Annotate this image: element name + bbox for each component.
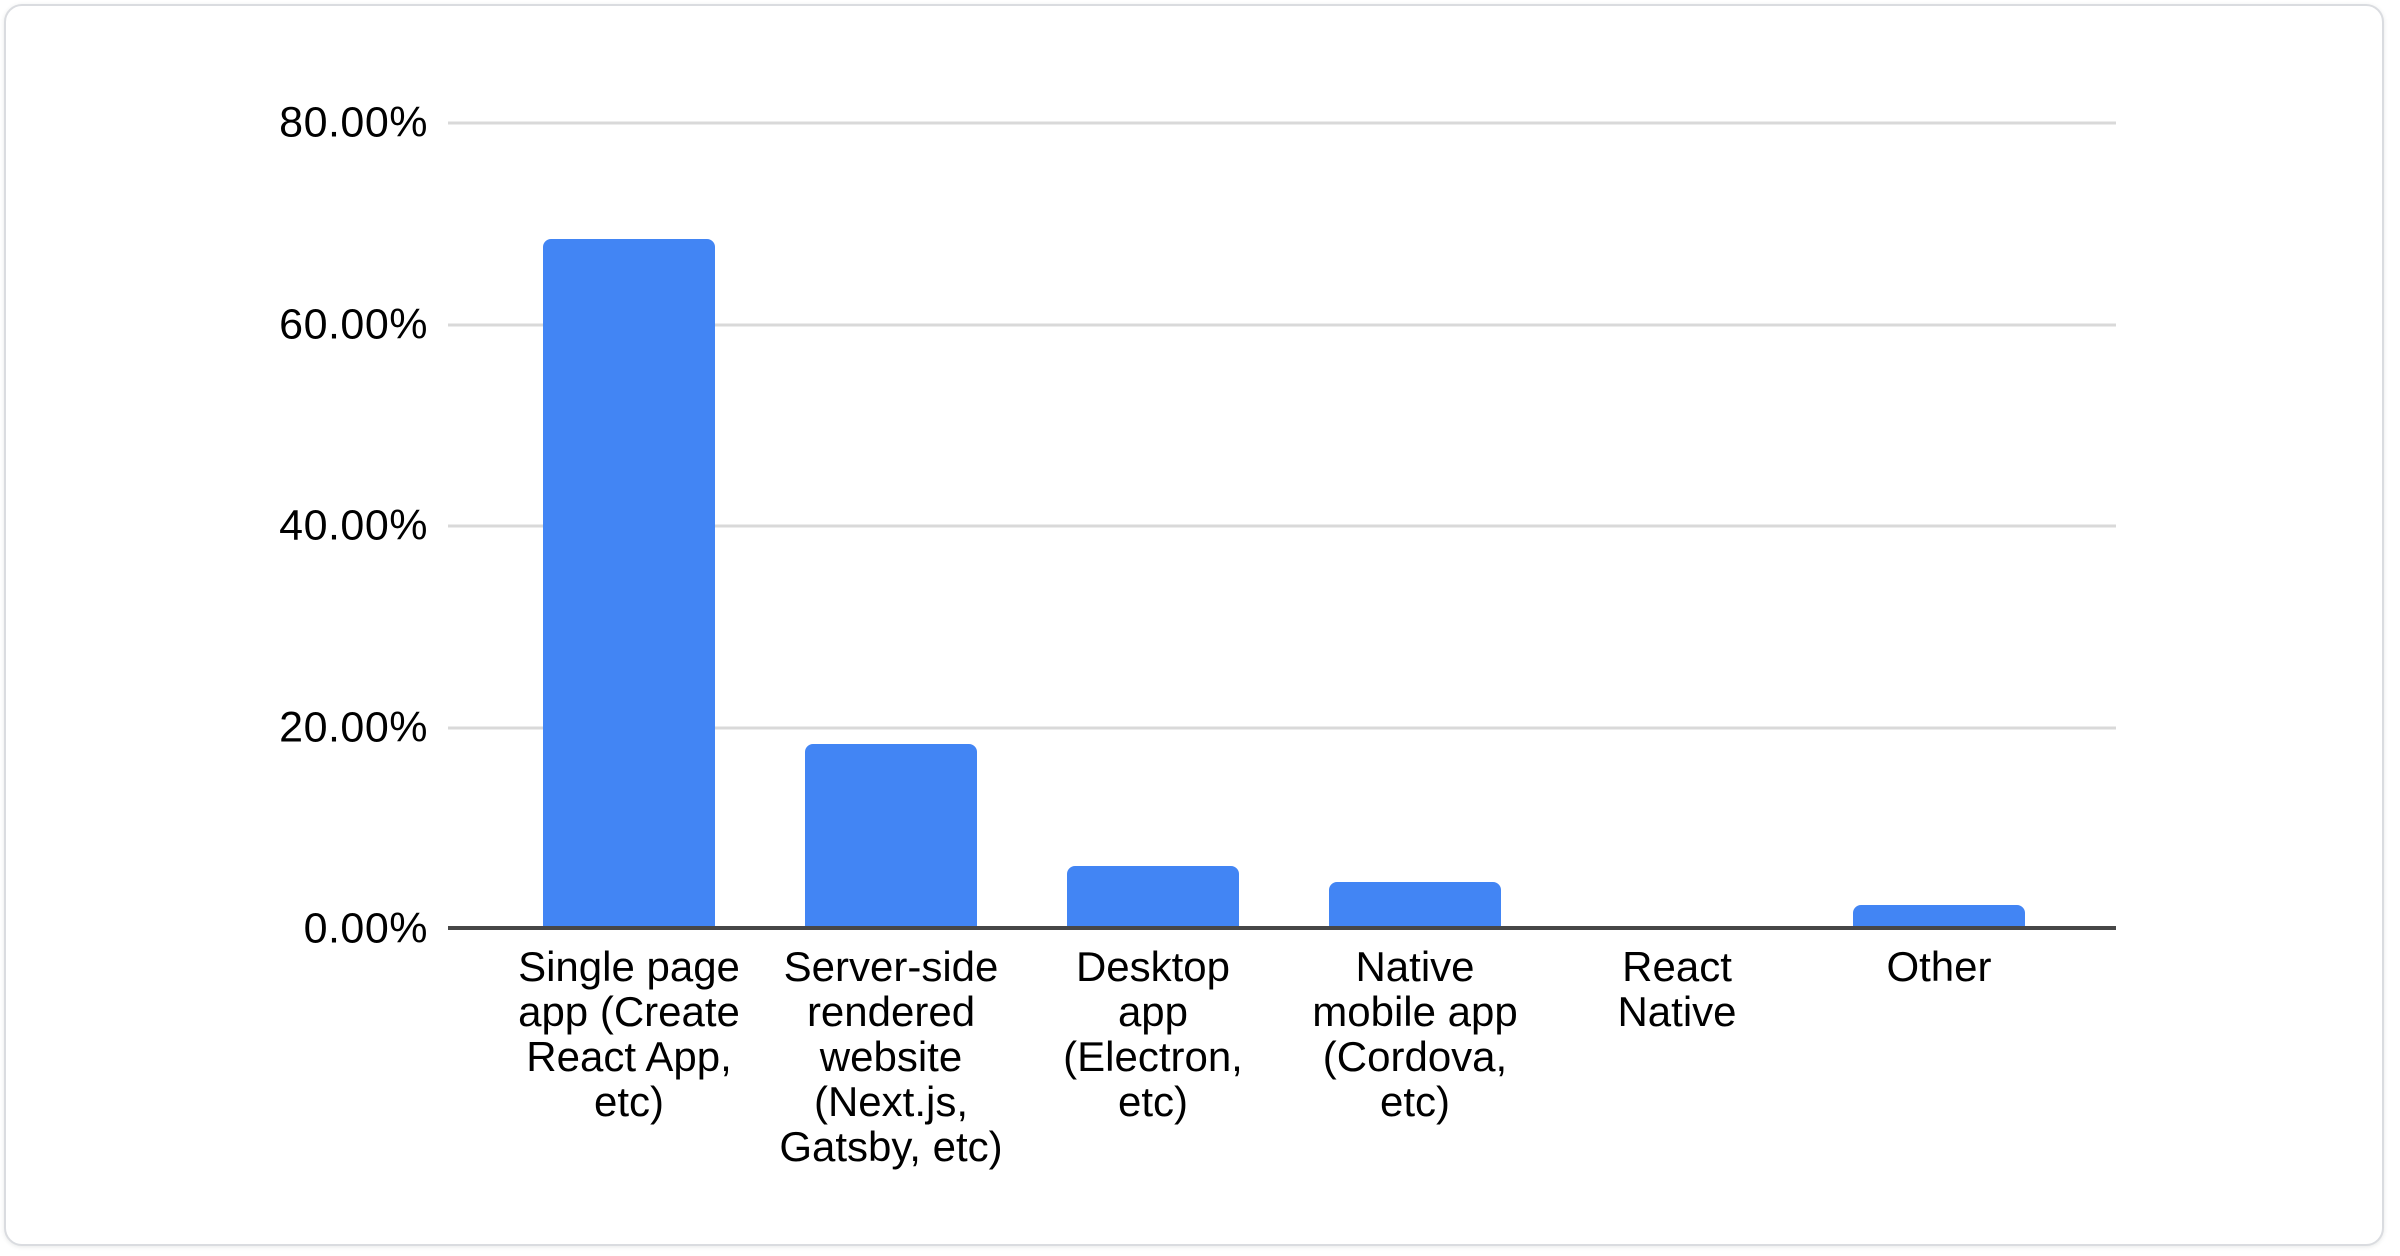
bar-5 bbox=[1853, 905, 2025, 929]
bar-2 bbox=[1067, 866, 1239, 929]
y-tick-label: 80.00% bbox=[279, 98, 428, 147]
gridline-20 bbox=[448, 726, 2116, 729]
gridline-40 bbox=[448, 524, 2116, 528]
bar-0 bbox=[543, 239, 715, 929]
y-tick-label: 40.00% bbox=[279, 501, 428, 550]
x-axis-label-3: Native mobile app (Cordova, etc) bbox=[1312, 943, 1518, 1125]
chart-card: 0.00% 20.00% 40.00% 60.00% 80.00% Single pag… bbox=[4, 4, 2384, 1246]
y-tick-label: 0.00% bbox=[303, 904, 428, 953]
x-axis-label-4: React Native bbox=[1617, 943, 1737, 1035]
x-axis-label-0: Single page app (Create React App, etc) bbox=[518, 943, 740, 1125]
bar-3 bbox=[1329, 882, 1501, 929]
bar-chart-plot-area bbox=[448, 121, 2116, 930]
bar-1 bbox=[805, 744, 977, 929]
y-tick-label: 60.00% bbox=[279, 300, 428, 348]
x-axis-baseline bbox=[448, 926, 2116, 930]
x-axis-label-2: Desktop app (Electron, etc) bbox=[1063, 943, 1243, 1125]
gridline-80 bbox=[448, 121, 2116, 125]
x-axis-label-5: Other bbox=[1886, 943, 1992, 990]
gridline-60 bbox=[448, 323, 2116, 326]
x-axis-label-1: Server-side rendered website (Next.js, G… bbox=[779, 943, 1003, 1170]
y-tick-label: 20.00% bbox=[279, 703, 428, 751]
